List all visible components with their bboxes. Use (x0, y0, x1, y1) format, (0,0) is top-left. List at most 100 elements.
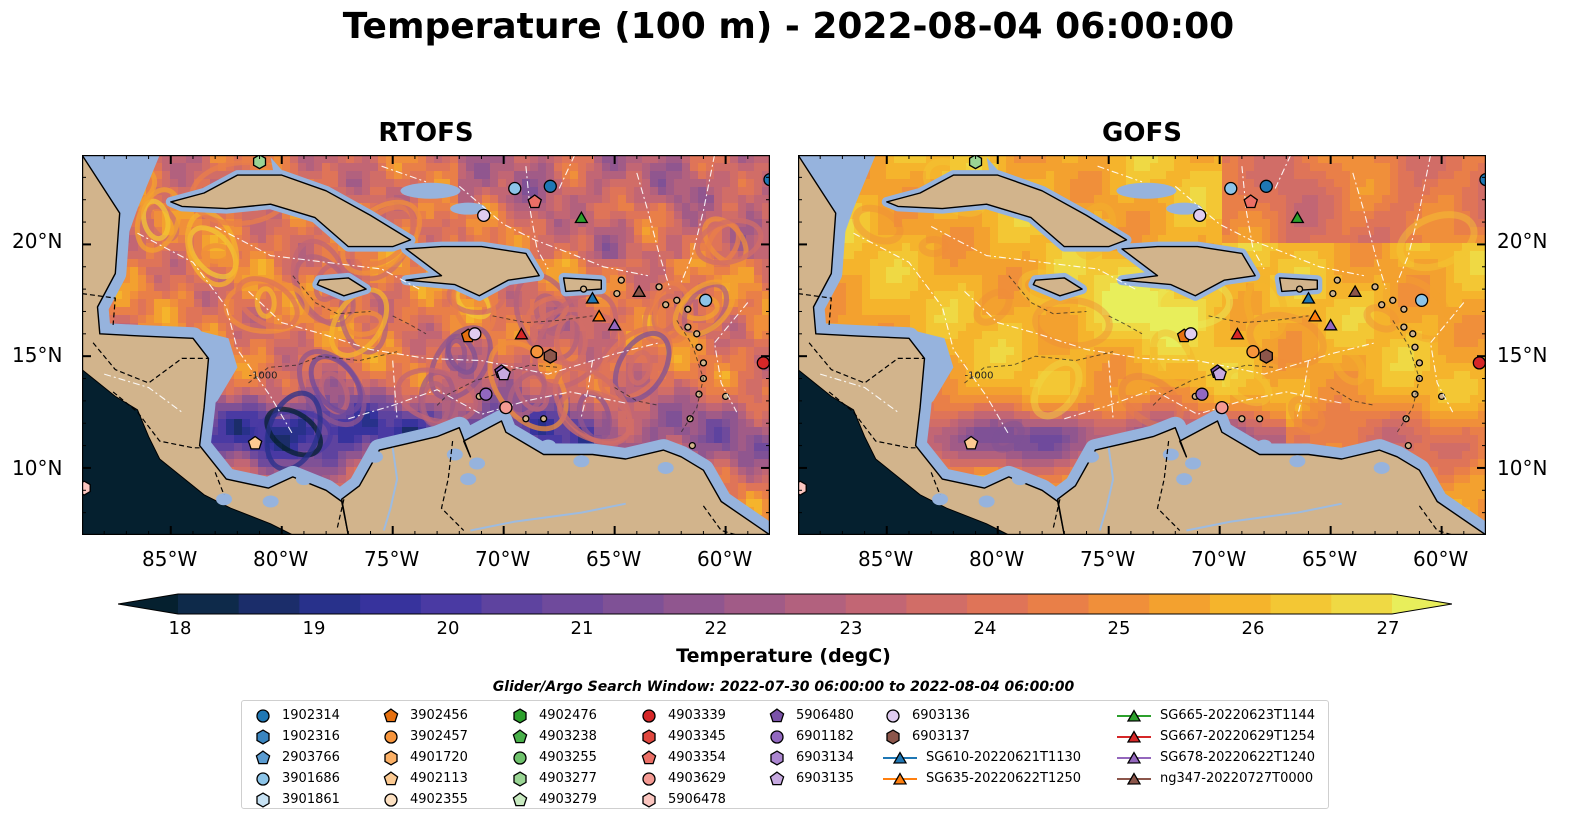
legend-item: 6903135 (766, 768, 854, 789)
marker-5906478 (82, 480, 91, 496)
marker-1902314 (763, 172, 770, 187)
pacific-deep-water (82, 368, 294, 535)
legend-item: 4903345 (638, 726, 726, 747)
legend-marker-icon (642, 708, 656, 723)
bathymetry-contour (392, 315, 427, 335)
marker-1902314 (543, 179, 557, 193)
rtofs-map: -1000 (82, 155, 770, 535)
legend-marker (1126, 729, 1142, 743)
lake (1289, 455, 1306, 468)
island (613, 289, 621, 298)
eez-boundary (1429, 302, 1465, 413)
legend-label: 5906478 (668, 792, 726, 807)
legend-label: 4903277 (539, 771, 597, 786)
legend-item: 4903255 (509, 747, 597, 768)
legend-marker-icon (770, 749, 784, 766)
legend-marker-icon (883, 750, 917, 764)
island (1389, 296, 1397, 304)
island (539, 415, 548, 423)
legend-marker-icon (256, 728, 270, 745)
island (699, 359, 708, 367)
legend-label: 4903238 (539, 729, 597, 744)
legend-label: 4903629 (668, 771, 726, 786)
legend-marker-icon (256, 771, 270, 786)
legend-column: 1902314 1902316 2903766 3901686 3901861 (252, 705, 340, 810)
country-border (1418, 505, 1453, 535)
river (1186, 502, 1342, 532)
legend-item: 4903279 (509, 789, 597, 810)
island (1255, 415, 1264, 423)
lake (262, 495, 279, 508)
map-frame (798, 155, 1486, 535)
marker-4903339 (1472, 356, 1486, 370)
country-border (930, 472, 941, 496)
legend-marker (383, 707, 399, 722)
legend-item: SG678-20220622T1240 (1116, 747, 1315, 768)
eez-boundary (392, 360, 398, 419)
legend-label: 4903279 (539, 792, 597, 807)
country-border (808, 342, 925, 384)
colorbar-segment (481, 594, 543, 614)
lake (657, 461, 674, 474)
country-border (82, 293, 116, 325)
colorbar-tick: 24 (973, 618, 997, 639)
island (522, 415, 530, 423)
bathymetry-contour (676, 320, 704, 433)
legend-marker (513, 707, 527, 724)
legend-marker-icon (384, 792, 398, 807)
eez-boundary (1296, 360, 1310, 417)
legend-label: 1902314 (282, 708, 340, 723)
eez-boundary (214, 226, 420, 290)
lake (1082, 450, 1099, 463)
contour-label: -1000 (964, 371, 993, 382)
legend-column: 4903339 4903345 4903354 4903629 5906478 (638, 705, 726, 810)
marker-SG667-20220629T1254 (514, 327, 529, 340)
river (470, 502, 626, 532)
panel-title-gofs: GOFS (1102, 118, 1182, 148)
country-border (1052, 499, 1061, 529)
eez-boundary (137, 232, 294, 435)
legend: 1902314 1902316 2903766 3901686 3901861 39024… (241, 700, 1329, 809)
legend-marker (513, 770, 527, 787)
lake (366, 450, 383, 463)
legend-item: 1902316 (252, 726, 340, 747)
axis-ticks (798, 155, 1486, 535)
legend-item: SG635-20220622T1250 (882, 768, 1081, 789)
colorbar-segment (785, 594, 847, 614)
colorbar-tick: 23 (839, 618, 863, 639)
island (1415, 359, 1424, 367)
marker-4903339 (756, 356, 770, 370)
colorbar-segment (724, 594, 786, 614)
legend-item: 2903766 (252, 747, 340, 768)
legend-marker-icon (512, 728, 528, 743)
legend-marker (256, 728, 270, 745)
colorbar-segment (906, 594, 968, 614)
marker-4902113 (247, 435, 263, 450)
lake (1185, 457, 1202, 470)
country-border (92, 342, 209, 384)
eez-boundary (1396, 155, 1432, 283)
marker-3902457 (530, 345, 544, 359)
island (1378, 301, 1386, 309)
marker-4903629 (499, 400, 513, 415)
legend-marker-icon (383, 770, 399, 785)
island (1400, 323, 1408, 331)
marker-6903136 (1193, 208, 1207, 223)
lake (540, 439, 557, 452)
legend-column: 3902456 3902457 4901720 4902113 4902355 (380, 705, 468, 810)
river (1098, 447, 1115, 531)
legend-item: 6903136 (882, 705, 1081, 726)
lon-tick-80w: 80°W (969, 547, 1025, 571)
island (617, 276, 625, 284)
legend-marker (642, 771, 656, 786)
country-border (440, 441, 465, 531)
river (382, 447, 399, 531)
lake (469, 457, 486, 470)
lat-tick-20n: 20°N (12, 229, 63, 253)
colorbar-segment (542, 594, 604, 614)
legend-label: 6903135 (796, 771, 854, 786)
island (1295, 285, 1304, 293)
legend-marker (384, 729, 398, 744)
lake (1011, 473, 1028, 486)
legend-label: 3901686 (282, 771, 340, 786)
